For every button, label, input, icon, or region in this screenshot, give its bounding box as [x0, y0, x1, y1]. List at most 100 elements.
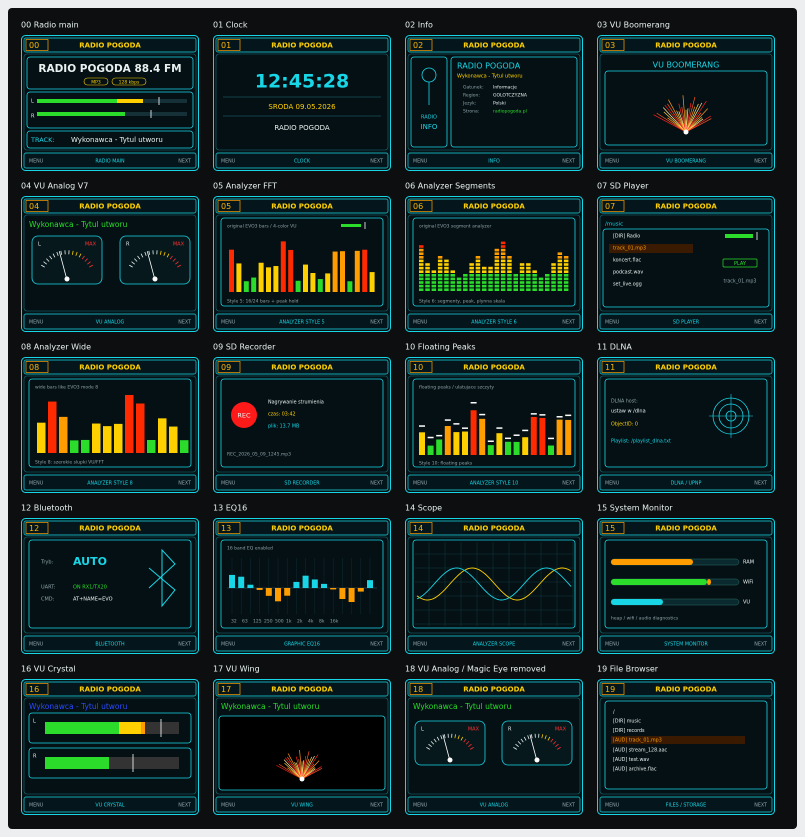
panel-text: MAX: [555, 727, 567, 733]
inner-box: [218, 715, 386, 791]
peak: [539, 414, 546, 416]
segment: [563, 259, 569, 263]
segment: [437, 281, 443, 284]
segment: [557, 284, 563, 288]
panel-text: Jezyk:: [462, 101, 476, 107]
segment: [475, 274, 481, 277]
number-box: [409, 683, 433, 695]
segment: [526, 274, 531, 277]
footer-center: VU WING: [291, 803, 313, 809]
panel-text: Style 5: 16/24 bars + peak hold: [227, 299, 299, 305]
bar: [236, 263, 242, 292]
meter-tick: [513, 747, 518, 750]
panel-text: Polski: [493, 101, 506, 107]
panel-title: RADIO POGODA: [79, 203, 141, 211]
number-box: [25, 200, 49, 212]
panel: 06 RADIO POGODA MENU ANALYZER STYLE 6 NEXT or…: [405, 196, 583, 332]
segment: [437, 266, 443, 270]
number-box: [217, 200, 241, 212]
segment: [437, 259, 443, 263]
segment: [494, 266, 500, 270]
inner-box: [412, 378, 576, 468]
segment: [557, 252, 563, 255]
meter-tick: [169, 255, 173, 260]
segment: [494, 284, 500, 288]
panel-text: Wykonawca - Tytul utworu: [221, 702, 320, 711]
rec-dot: [231, 402, 257, 428]
panel-number: 18: [413, 685, 423, 694]
number-box: [217, 683, 241, 695]
segment: [563, 281, 569, 284]
bar: [37, 99, 117, 103]
inner-box: [220, 217, 384, 307]
footer-right: NEXT: [562, 159, 575, 165]
panel: 01 RADIO POGODA MENU CLOCK NEXT 12:45:28 SRODA…: [213, 35, 391, 171]
panel-text: /music: [605, 222, 623, 228]
inner-box: [604, 378, 768, 468]
bar: [273, 266, 279, 292]
fan-ray: [685, 103, 699, 133]
fan-ray: [667, 103, 687, 133]
segment: [419, 284, 424, 288]
segment: [431, 277, 437, 281]
segment: [532, 281, 537, 284]
footer-bar: [407, 474, 581, 491]
segment: [419, 263, 424, 266]
segment: [475, 277, 481, 281]
segment: [500, 245, 506, 248]
panel-number: 10: [413, 363, 423, 372]
segment: [482, 277, 487, 281]
segment: [475, 288, 481, 291]
panel-title: RADIO POGODA: [271, 686, 333, 694]
body-area: [23, 697, 197, 795]
meter-hub: [534, 757, 540, 763]
inner-box: [26, 91, 194, 129]
panel-text: Strona:: [463, 109, 479, 115]
panel-text: CMD:: [41, 597, 55, 603]
fan-ray: [682, 95, 687, 133]
segment: [437, 284, 443, 288]
bar: [103, 426, 112, 453]
number-box: [25, 522, 49, 534]
panel-text: wide bars like EVO3 mode 8: [35, 385, 98, 391]
segment: [500, 256, 506, 259]
panel: 10 RADIO POGODA MENU ANALYZER STYLE 10 NEXT f…: [405, 357, 583, 493]
bar: [496, 433, 503, 455]
panel-title: RADIO POGODA: [271, 203, 333, 211]
segment: [563, 274, 569, 277]
segment: [545, 284, 550, 288]
meter: [414, 720, 486, 766]
segment: [500, 270, 506, 273]
segment: [507, 256, 512, 259]
panel-text: MAX: [173, 242, 185, 248]
panel-title: RADIO POGODA: [79, 364, 141, 372]
panel-label: 14 Scope: [405, 504, 442, 513]
meter-tick: [144, 251, 147, 256]
segment: [494, 256, 500, 259]
segment: [444, 270, 449, 273]
meter: [31, 235, 103, 285]
footer-bar: [215, 474, 389, 491]
panel-text: PLAY: [734, 261, 747, 267]
inner-box: [604, 700, 768, 790]
segment: [519, 270, 525, 273]
segment: [545, 277, 550, 281]
segment: [545, 274, 550, 277]
panel-label: 00 Radio main: [21, 21, 79, 30]
meter-tick: [163, 251, 166, 256]
panel-text: floating peaks / ulatujace szczyty: [419, 385, 494, 391]
panel-text: TRACK:: [30, 136, 55, 144]
fan-ray: [685, 118, 712, 133]
panel: 02 RADIO POGODA MENU INFO NEXT RADIO INFO RADIO…: [405, 35, 583, 171]
meter-tick: [129, 264, 133, 268]
bar: [340, 251, 345, 292]
footer-left: MENU: [221, 803, 236, 809]
footer-left: MENU: [221, 320, 236, 326]
segment: [551, 263, 556, 266]
segment: [419, 259, 424, 263]
panel-text: Wykonawca - Tytul utworu: [457, 74, 523, 80]
meter-tick: [517, 741, 522, 745]
segment: [431, 281, 437, 284]
footer-left: MENU: [29, 642, 44, 648]
